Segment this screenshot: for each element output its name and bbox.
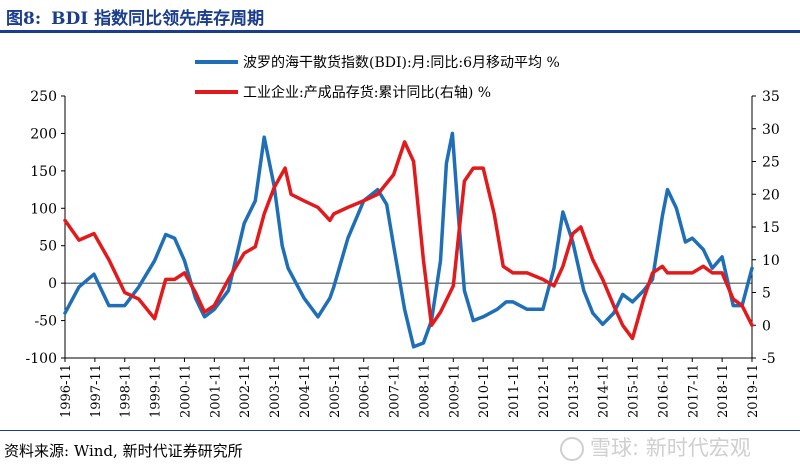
figure-title-text: BDI 指数同比领先库存周期: [51, 9, 265, 29]
x-tick-label: 2004-11: [298, 364, 313, 418]
chart-lines: [63, 131, 754, 349]
y-tick-label-left: 150: [30, 164, 57, 180]
x-tick-label: 2018-11: [716, 364, 731, 418]
y-tick-label-left: 100: [30, 201, 57, 217]
x-tick-label: 2007-11: [388, 364, 403, 418]
y-tick-label-left: 50: [39, 239, 57, 255]
y-tick-label-left: 250: [30, 89, 57, 105]
y-tick-label-left: 0: [48, 276, 57, 292]
y-tick-label-right: 30: [762, 122, 780, 138]
snowball-icon: [560, 437, 584, 461]
x-tick-label: 2006-11: [358, 364, 373, 418]
chart-legend: 波罗的海干散货指数(BDI):月:同比:6月移动平均 % 工业企业:产成品存货:累…: [195, 54, 560, 101]
x-tick-label: 2001-11: [208, 364, 223, 418]
chart-axes: 250200150100500-50-10035302520151050-519…: [26, 89, 780, 418]
x-tick-label: 2011-11: [507, 364, 522, 418]
watermark-text: 雪球: 新时代宏观: [590, 436, 751, 460]
x-tick-label: 2003-11: [268, 364, 283, 418]
y-tick-label-right: -5: [762, 351, 776, 367]
x-tick-label: 2008-11: [417, 364, 432, 418]
x-tick-label: 1997-11: [89, 364, 104, 418]
figure-title: 图8: BDI 指数同比领先库存周期: [6, 4, 264, 29]
x-tick-label: 1996-11: [59, 364, 74, 418]
x-tick-label: 1999-11: [149, 364, 164, 418]
x-tick-label: 2000-11: [178, 364, 193, 418]
y-tick-label-left: -100: [26, 351, 57, 367]
y-tick-label-right: 35: [762, 89, 780, 105]
footer-divider: [0, 430, 800, 431]
y-tick-label-right: 5: [762, 286, 771, 302]
x-tick-label: 2009-11: [447, 364, 462, 418]
y-tick-label-right: 25: [762, 155, 780, 171]
x-tick-label: 2012-11: [537, 364, 552, 418]
x-tick-label: 2014-11: [597, 364, 612, 418]
x-tick-label: 2010-11: [477, 364, 492, 418]
x-tick-label: 2017-11: [686, 364, 701, 418]
y-tick-label-left: -50: [34, 314, 57, 330]
source-note: 资料来源: Wind, 新时代证券研究所: [4, 442, 243, 460]
y-tick-label-right: 10: [762, 253, 780, 269]
x-tick-label: 2016-11: [656, 364, 671, 418]
y-tick-label-right: 20: [762, 187, 780, 203]
y-tick-label-right: 15: [762, 220, 780, 236]
y-tick-label-left: 200: [30, 126, 57, 142]
figure-label: 图8:: [6, 9, 42, 29]
bdi-series-line: [63, 131, 754, 349]
x-tick-label: 2013-11: [567, 364, 582, 418]
x-tick-label: 1998-11: [119, 364, 134, 418]
inventory-series-line: [63, 140, 754, 341]
y-tick-label-right: 0: [762, 318, 771, 334]
x-tick-label: 2019-11: [746, 364, 761, 418]
chart: 250200150100500-50-10035302520151050-519…: [26, 54, 780, 418]
watermark: 雪球: 新时代宏观: [560, 432, 751, 462]
x-tick-label: 2002-11: [238, 364, 253, 418]
legend-label-2: 工业企业:产成品存货:累计同比(右轴) %: [243, 84, 491, 101]
x-tick-label: 2015-11: [627, 364, 642, 418]
title-divider: [0, 30, 800, 33]
legend-label-1: 波罗的海干散货指数(BDI):月:同比:6月移动平均 %: [243, 54, 560, 71]
x-tick-label: 2005-11: [328, 364, 343, 418]
